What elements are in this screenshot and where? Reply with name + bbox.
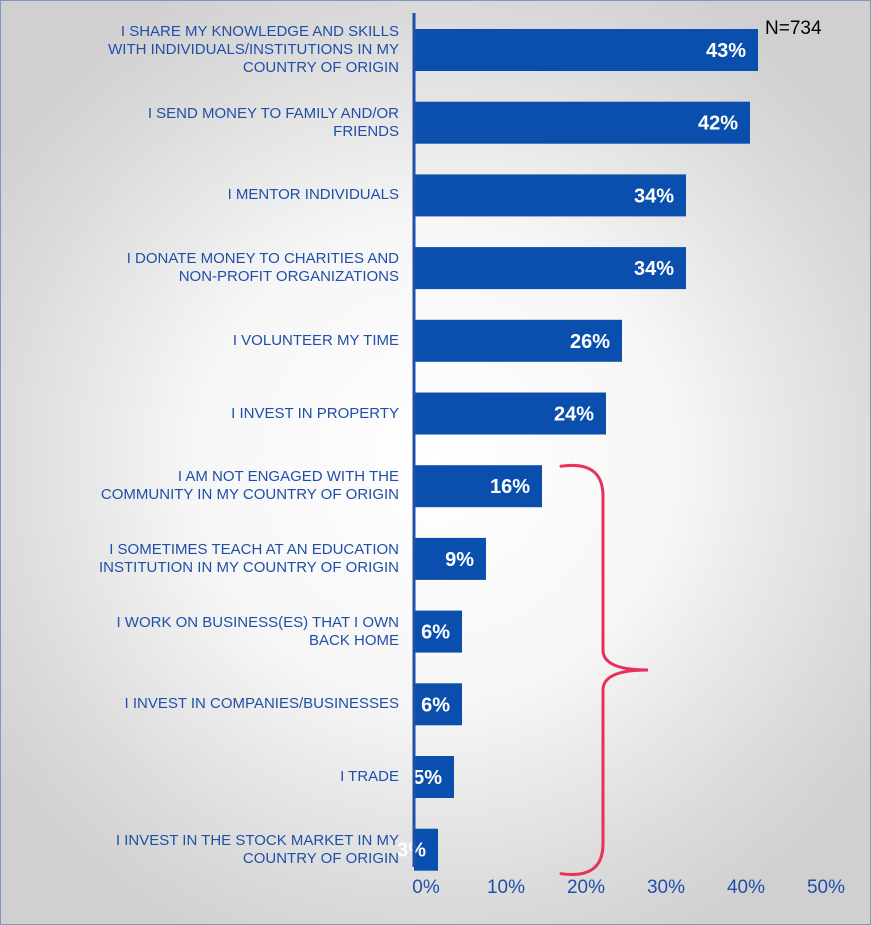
data-label-3: 34% xyxy=(634,258,674,280)
data-label-9: 6% xyxy=(421,694,450,716)
bar-3 xyxy=(414,247,686,290)
category-label-5: I INVEST IN PROPERTY xyxy=(17,405,399,423)
category-label-line: BACK HOME xyxy=(308,631,399,649)
category-label-10: I TRADE xyxy=(17,768,399,786)
category-label-2: I MENTOR INDIVIDUALS xyxy=(17,186,399,204)
bar-2 xyxy=(414,174,686,217)
category-label-line: I DONATE MONEY TO CHARITIES AND xyxy=(126,250,399,268)
category-label-line: I INVEST IN COMPANIES/BUSINESSES xyxy=(124,695,399,713)
category-label-line: I SHARE MY KNOWLEDGE AND SKILLS xyxy=(120,23,399,40)
category-label-line: I INVEST IN THE STOCK MARKET IN MY xyxy=(115,831,399,849)
data-label-2: 34% xyxy=(634,185,674,207)
data-label-4: 26% xyxy=(570,331,610,353)
data-label-0: 43% xyxy=(706,40,746,62)
bar-7 xyxy=(414,537,486,580)
bar-5 xyxy=(414,392,606,435)
category-label-9: I INVEST IN COMPANIES/BUSINESSES xyxy=(17,695,399,713)
category-label-0: I SHARE MY KNOWLEDGE AND SKILLS WITH INDI… xyxy=(17,23,399,77)
category-label-line: FRIENDS xyxy=(333,122,399,140)
category-label-line: COUNTRY OF ORIGIN xyxy=(242,59,399,76)
category-label-line: I VOLUNTEER MY TIME xyxy=(232,331,399,349)
category-label-line: I AM NOT ENGAGED WITH THE xyxy=(177,468,399,486)
sample-size-annotation: N=734 xyxy=(765,18,822,39)
category-label-3: I DONATE MONEY TO CHARITIES AND NON-PROFI… xyxy=(17,250,399,286)
category-label-4: I VOLUNTEER MY TIME xyxy=(17,332,399,350)
x-tick-label-1: 10% xyxy=(486,877,526,898)
bar-11 xyxy=(414,828,438,871)
bar-6 xyxy=(414,465,542,508)
x-tick-label-2: 20% xyxy=(566,877,606,898)
data-label-5: 24% xyxy=(554,404,594,426)
bar-10 xyxy=(414,756,454,798)
bar-8 xyxy=(414,610,462,653)
category-label-line: I SEND MONEY TO FAMILY AND/OR xyxy=(147,104,399,122)
category-label-line: COMMUNITY IN MY COUNTRY OF ORIGIN xyxy=(100,486,399,504)
data-label-1: 42% xyxy=(698,113,738,135)
bar-1 xyxy=(414,101,750,144)
x-tick-label-0: 0% xyxy=(412,877,440,898)
category-label-line: NON-PROFIT ORGANIZATIONS xyxy=(178,268,399,286)
x-tick-label-5: 50% xyxy=(806,877,846,898)
category-label-11: I INVEST IN THE STOCK MARKET IN MY COUNTR… xyxy=(17,832,399,868)
category-label-6: I AM NOT ENGAGED WITH THE COMMUNITY IN MY… xyxy=(17,468,399,504)
data-label-7: 9% xyxy=(445,549,474,571)
data-label-11: 3% xyxy=(397,840,426,862)
category-label-line: COUNTRY OF ORIGIN xyxy=(242,849,399,867)
bar-9 xyxy=(414,683,462,726)
category-label-line: I WORK ON BUSINESS(ES) THAT I OWN xyxy=(116,613,399,631)
category-label-line: I SOMETIMES TEACH AT AN EDUCATION xyxy=(109,540,399,558)
category-label-8: I WORK ON BUSINESS(ES) THAT I OWN BACK HO… xyxy=(17,614,399,650)
data-label-10: 5% xyxy=(413,767,442,789)
x-tick-label-4: 40% xyxy=(726,877,766,898)
bracket-annotation xyxy=(559,463,649,877)
category-label-line: I MENTOR INDIVIDUALS xyxy=(227,186,399,204)
x-tick-label-3: 30% xyxy=(646,877,686,898)
category-label-line: INSTITUTION IN MY COUNTRY OF ORIGIN xyxy=(98,558,399,576)
category-label-line: WITH INDIVIDUALS/INSTITUTIONS IN MY xyxy=(108,41,399,58)
category-label-line: I INVEST IN PROPERTY xyxy=(231,404,399,422)
category-label-line: I TRADE xyxy=(340,768,399,785)
data-label-6: 16% xyxy=(490,476,530,498)
bar-0 xyxy=(414,29,758,71)
bar-4 xyxy=(414,319,622,362)
category-label-1: I SEND MONEY TO FAMILY AND/OR FRIENDS xyxy=(17,105,399,141)
data-label-8: 6% xyxy=(421,622,450,644)
category-label-7: I SOMETIMES TEACH AT AN EDUCATION INSTITU… xyxy=(17,541,399,577)
